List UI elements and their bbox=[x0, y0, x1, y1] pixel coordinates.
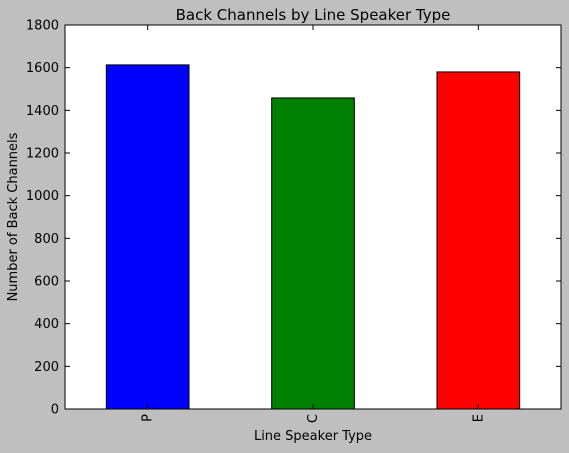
bar-p bbox=[105, 64, 190, 410]
y-tick-label: 1200 bbox=[26, 147, 59, 162]
y-tick-label: 600 bbox=[34, 275, 59, 290]
x-tick-label: C bbox=[306, 414, 321, 423]
y-tick-label: 400 bbox=[34, 317, 59, 332]
bar-e bbox=[436, 71, 521, 410]
y-tick-label: 1600 bbox=[26, 61, 59, 76]
plot-frame bbox=[64, 24, 562, 410]
y-tick-label: 1400 bbox=[26, 104, 59, 119]
y-axis-label: Number of Back Channels bbox=[6, 132, 21, 301]
y-tick-label: 0 bbox=[51, 403, 59, 418]
y-tick-label: 200 bbox=[34, 360, 59, 375]
bar-c bbox=[271, 97, 355, 410]
chart-title: Back Channels by Line Speaker Type bbox=[176, 6, 451, 24]
y-tick-label: 1800 bbox=[26, 19, 59, 34]
x-axis-label: Line Speaker Type bbox=[254, 429, 372, 444]
bars-group bbox=[105, 64, 521, 410]
y-axis: 0 200 400 600 800 1000 1200 1400 1600 1800 bbox=[26, 19, 561, 418]
y-tick-label: 800 bbox=[34, 232, 59, 247]
x-tick-label: P bbox=[141, 414, 156, 422]
y-tick-label: 1000 bbox=[26, 189, 59, 204]
x-tick-label: E bbox=[471, 414, 486, 422]
